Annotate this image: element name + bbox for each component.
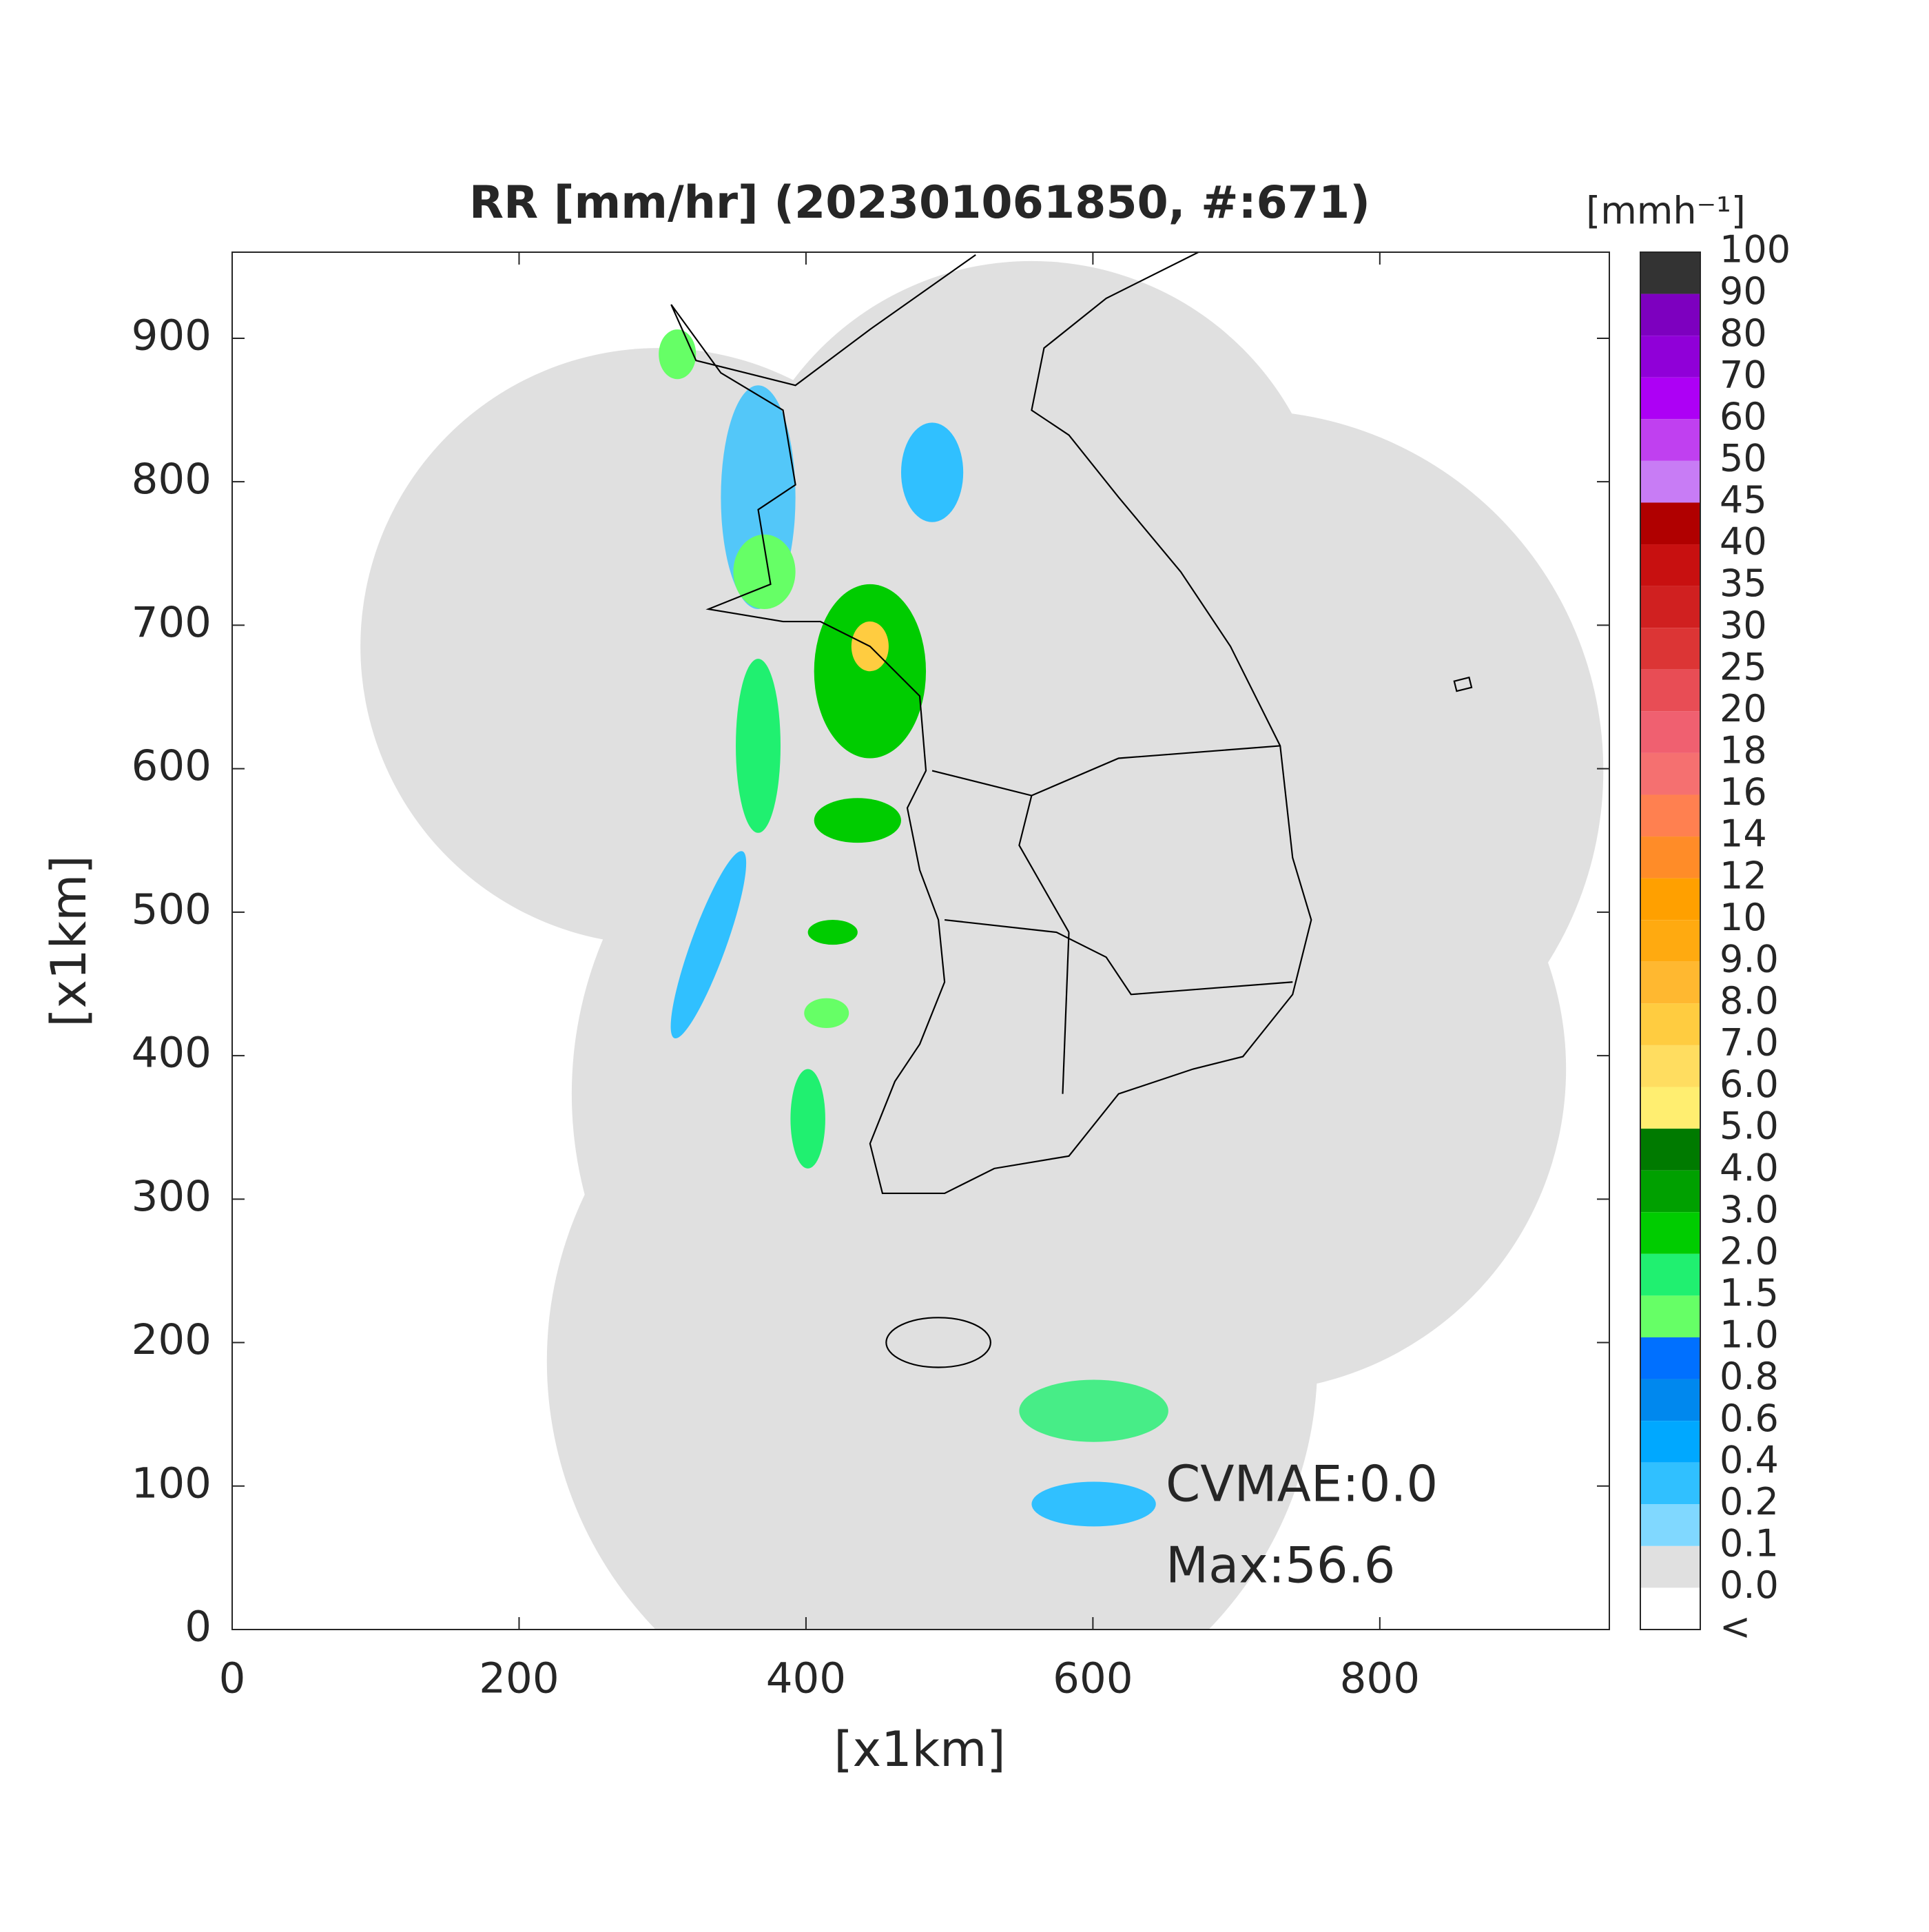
y-tick-label: 700	[132, 598, 212, 647]
colorbar-title: [mmh⁻¹]	[1586, 189, 1746, 233]
colorbar-label: <	[1720, 1605, 1751, 1649]
colorbar-label: 10	[1720, 896, 1767, 939]
colorbar-segment	[1640, 711, 1700, 753]
colorbar-segment	[1640, 460, 1700, 503]
annotation: CVMAE:0.0	[1166, 1455, 1438, 1513]
y-tick-label: 500	[132, 885, 212, 934]
colorbar-label: 14	[1720, 812, 1767, 856]
y-axis-label: [x1km]	[41, 855, 97, 1027]
colorbar-segment	[1640, 544, 1700, 586]
colorbar-segment	[1640, 961, 1700, 1004]
colorbar-label: 30	[1720, 604, 1767, 647]
x-tick-label: 400	[766, 1654, 846, 1703]
colorbar-segment	[1640, 336, 1700, 378]
y-tick-label: 100	[132, 1459, 212, 1508]
colorbar-label: 3.0	[1720, 1188, 1779, 1231]
colorbar-segment	[1640, 1337, 1700, 1379]
colorbar-segment	[1640, 920, 1700, 962]
colorbar-segment	[1640, 502, 1700, 545]
y-tick-label: 0	[185, 1603, 212, 1652]
y-tick-label: 800	[132, 455, 212, 504]
colorbar-label: 0.8	[1720, 1355, 1779, 1398]
colorbar-segment	[1640, 836, 1700, 878]
colorbar-segment	[1640, 628, 1700, 670]
plot-frame	[231, 251, 1610, 1630]
map-layer	[360, 252, 1604, 1630]
colorbar-segment	[1640, 1003, 1700, 1045]
colorbar-segment	[1640, 586, 1700, 628]
colorbar-label: 20	[1720, 687, 1767, 730]
colorbar-segment	[1640, 794, 1700, 837]
x-axis-label: [x1km]	[834, 1721, 1005, 1778]
colorbar-segment	[1640, 377, 1700, 420]
colorbar-label: 8.0	[1720, 979, 1779, 1022]
colorbar-segment	[1640, 1462, 1700, 1505]
colorbar-segment	[1640, 1087, 1700, 1129]
colorbar-segment	[1640, 752, 1700, 795]
chart-title: RR [mm/hr] (202301061850, #:671)	[469, 177, 1370, 229]
colorbar-label: 5.0	[1720, 1104, 1779, 1148]
colorbar-segment	[1640, 1170, 1700, 1213]
colorbar-segment	[1640, 1379, 1700, 1421]
colorbar-segment	[1640, 1421, 1700, 1463]
rain-echoes	[659, 329, 1168, 1527]
colorbar-label: 16	[1720, 770, 1767, 814]
colorbar-segment	[1640, 1129, 1700, 1171]
y-tick-label: 200	[132, 1315, 212, 1364]
colorbar-label: 0.6	[1720, 1397, 1779, 1440]
colorbar-label: 0.0	[1720, 1563, 1779, 1607]
colorbar-segment	[1640, 294, 1700, 336]
colorbar-segment	[1640, 1045, 1700, 1087]
coastline	[670, 252, 1473, 1368]
colorbar-segment	[1640, 252, 1700, 294]
colorbar-segment	[1640, 1504, 1700, 1546]
colorbar-label: 35	[1720, 562, 1767, 605]
colorbar-label: 0.2	[1720, 1480, 1779, 1523]
colorbar-label: 90	[1720, 269, 1767, 313]
y-tick-label: 900	[132, 311, 212, 360]
radar-coverage	[360, 260, 1604, 1630]
colorbar-label: 2.0	[1720, 1229, 1779, 1273]
colorbar-label: 6.0	[1720, 1062, 1779, 1106]
colorbar-label: 18	[1720, 729, 1767, 772]
x-tick-label: 200	[479, 1654, 559, 1703]
colorbar-segment	[1640, 419, 1700, 461]
x-tick-label: 0	[219, 1654, 246, 1703]
colorbar-label: 40	[1720, 520, 1767, 564]
colorbar-label: 0.4	[1720, 1438, 1779, 1481]
colorbar-frame	[1640, 251, 1701, 1630]
y-tick-label: 300	[132, 1172, 212, 1221]
x-tick-label: 600	[1053, 1654, 1133, 1703]
y-tick-label: 400	[132, 1029, 212, 1078]
colorbar-label: 7.0	[1720, 1021, 1779, 1065]
colorbar-label: 9.0	[1720, 937, 1779, 980]
annotation: Max:56.6	[1166, 1537, 1395, 1594]
colorbar-label: 4.0	[1720, 1146, 1779, 1189]
colorbar-segment	[1640, 1545, 1700, 1588]
colorbar-segment	[1640, 1587, 1700, 1630]
colorbar-label: 70	[1720, 353, 1767, 396]
colorbar-label: 12	[1720, 854, 1767, 897]
colorbar-label: 60	[1720, 395, 1767, 438]
colorbar-segment	[1640, 669, 1700, 712]
colorbar-label: 80	[1720, 311, 1767, 355]
x-tick-label: 800	[1340, 1654, 1420, 1703]
colorbar-segment	[1640, 1295, 1700, 1337]
colorbar-segment	[1640, 1212, 1700, 1254]
y-tick-label: 600	[132, 741, 212, 790]
colorbar-label: 25	[1720, 645, 1767, 688]
colorbar-label: 100	[1720, 228, 1791, 271]
colorbar-label: 0.1	[1720, 1521, 1779, 1565]
colorbar-segment	[1640, 1253, 1700, 1296]
colorbar-label: 45	[1720, 478, 1767, 522]
colorbar-segment	[1640, 878, 1700, 921]
colorbar-label: 1.0	[1720, 1313, 1779, 1357]
colorbar-label: 1.5	[1720, 1271, 1779, 1315]
colorbar-label: 50	[1720, 437, 1767, 480]
